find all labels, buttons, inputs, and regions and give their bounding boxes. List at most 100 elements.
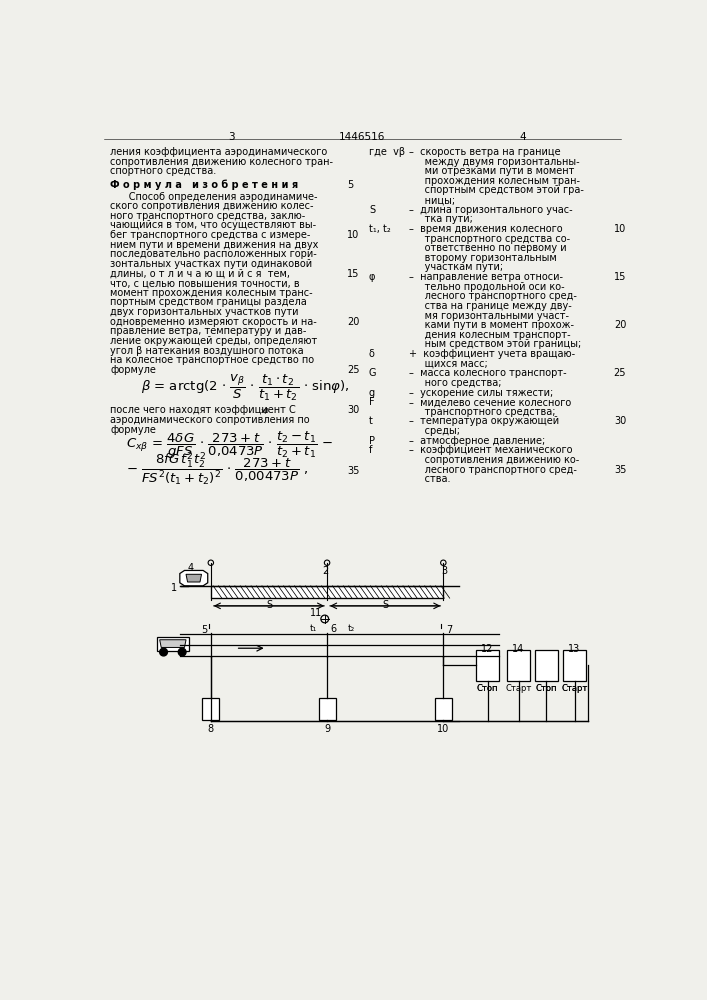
Text: S: S: [266, 600, 272, 610]
Bar: [202, 698, 219, 720]
Text: F: F: [369, 397, 375, 407]
Text: Стоп: Стоп: [477, 684, 498, 693]
Text: правление ветра, температуру и дав-: правление ветра, температуру и дав-: [110, 326, 306, 336]
Bar: [507, 650, 530, 681]
Text: 10: 10: [614, 224, 626, 234]
Text: 5: 5: [347, 180, 354, 190]
Text: тка пути;: тка пути;: [409, 214, 473, 224]
Text: ным средством этой границы;: ным средством этой границы;: [409, 339, 581, 349]
Text: лесного транспортного сред-: лесного транспортного сред-: [409, 465, 577, 475]
Text: 3: 3: [441, 566, 447, 576]
Text: 14: 14: [513, 644, 525, 654]
Text: портным средством границы раздела: портным средством границы раздела: [110, 297, 307, 307]
Text: S: S: [369, 205, 375, 215]
Text: транспортного средства;: транспортного средства;: [409, 407, 556, 417]
Text: что, с целью повышения точности, в: что, с целью повышения точности, в: [110, 278, 300, 288]
Text: –  масса колесного транспорт-: – масса колесного транспорт-: [409, 368, 567, 378]
Text: 15: 15: [614, 272, 626, 282]
Text: 35: 35: [614, 465, 626, 475]
Text: сопротивления движению ко-: сопротивления движению ко-: [409, 455, 580, 465]
Text: 35: 35: [347, 466, 360, 477]
Text: 9: 9: [324, 724, 330, 734]
Text: $C_{x\beta}$ = $\dfrac{4\delta G}{gFS}$ $\cdot$ $\dfrac{273+t}{0{,}0473P}$ $\cdo: $C_{x\beta}$ = $\dfrac{4\delta G}{gFS}$ …: [126, 429, 332, 461]
Text: –  атмосферное давление;: – атмосферное давление;: [409, 436, 546, 446]
Bar: [476, 650, 499, 681]
Text: –  скорость ветра на границе: – скорость ветра на границе: [409, 147, 561, 157]
Text: 1446516: 1446516: [339, 132, 385, 142]
Text: Ф о р м у л а   и з о б р е т е н и я: Ф о р м у л а и з о б р е т е н и я: [110, 180, 298, 190]
Text: 4: 4: [187, 563, 194, 573]
Text: зонтальных участках пути одинаковой: зонтальных участках пути одинаковой: [110, 259, 312, 269]
Text: 8: 8: [208, 724, 214, 734]
Text: ми отрезками пути в момент: ми отрезками пути в момент: [409, 166, 575, 176]
Text: –  длина горизонтального учас-: – длина горизонтального учас-: [409, 205, 573, 215]
Text: тельно продольной оси ко-: тельно продольной оси ко-: [409, 282, 565, 292]
Polygon shape: [156, 637, 189, 651]
Text: t: t: [369, 416, 373, 426]
Text: t₂: t₂: [347, 624, 354, 633]
Text: щихся масс;: щихся масс;: [409, 359, 488, 369]
Text: 30: 30: [614, 416, 626, 426]
Text: 11: 11: [310, 608, 322, 618]
Text: Старт: Старт: [506, 684, 532, 693]
Text: φ: φ: [369, 272, 375, 282]
Text: t₁: t₁: [310, 624, 317, 633]
Text: ства.: ства.: [409, 474, 451, 484]
Text: бег транспортного средства с измере-: бег транспортного средства с измере-: [110, 230, 310, 240]
Text: $-$ $\dfrac{8fG\,t_1^2 t_2^2}{FS^2(t_1+t_2)^2}$ $\cdot$ $\dfrac{273+t}{0{,}00473: $-$ $\dfrac{8fG\,t_1^2 t_2^2}{FS^2(t_1+t…: [126, 451, 308, 488]
Text: мя горизонтальными участ-: мя горизонтальными участ-: [409, 311, 569, 321]
Text: –  направление ветра относи-: – направление ветра относи-: [409, 272, 563, 282]
Text: P: P: [369, 436, 375, 446]
Text: –  коэффициент механического: – коэффициент механического: [409, 445, 573, 455]
Text: аэродинамического сопротивления по: аэродинамического сопротивления по: [110, 415, 310, 425]
Text: ответственно по первому и: ответственно по первому и: [409, 243, 567, 253]
Text: xβ: xβ: [260, 408, 269, 414]
Text: 1: 1: [170, 583, 177, 593]
Text: S: S: [382, 600, 388, 610]
Text: g: g: [369, 388, 375, 398]
Text: 10: 10: [347, 230, 359, 240]
Text: лесного транспортного сред-: лесного транспортного сред-: [409, 291, 577, 301]
Text: G: G: [369, 368, 376, 378]
Text: между двумя горизонтальны-: между двумя горизонтальны-: [409, 157, 580, 167]
Text: где  vβ: где vβ: [369, 147, 405, 157]
Text: двух горизонтальных участков пути: двух горизонтальных участков пути: [110, 307, 298, 317]
Text: –  ускорение силы тяжести;: – ускорение силы тяжести;: [409, 388, 554, 398]
Text: ления коэффициента аэродинамического: ления коэффициента аэродинамического: [110, 147, 327, 157]
Text: 2: 2: [322, 566, 329, 576]
Text: 25: 25: [614, 368, 626, 378]
Text: ление окружающей среды, определяют: ление окружающей среды, определяют: [110, 336, 317, 346]
Text: t₁, t₂: t₁, t₂: [369, 224, 391, 234]
Text: ного средства;: ного средства;: [409, 378, 502, 388]
Bar: [435, 698, 452, 720]
Text: Старт: Старт: [561, 684, 588, 693]
Text: спортного средства.: спортного средства.: [110, 166, 216, 176]
Text: f: f: [369, 445, 373, 455]
Text: момент прохождения колесным транс-: момент прохождения колесным транс-: [110, 288, 312, 298]
Text: ками пути в момент прохож-: ками пути в момент прохож-: [409, 320, 574, 330]
Text: 7: 7: [446, 625, 452, 635]
Bar: [319, 698, 336, 720]
Text: 30: 30: [347, 405, 359, 415]
Text: Стоп: Стоп: [536, 684, 557, 693]
Text: 13: 13: [568, 644, 580, 654]
Text: прохождения колесным тран-: прохождения колесным тран-: [409, 176, 580, 186]
Text: δ: δ: [369, 349, 375, 359]
Text: –  время движения колесного: – время движения колесного: [409, 224, 563, 234]
Text: 10: 10: [437, 724, 450, 734]
Circle shape: [178, 648, 186, 656]
Text: Способ определения аэродинамиче-: Способ определения аэродинамиче-: [110, 192, 317, 202]
Text: $\beta$ = arctg(2 $\cdot$ $\dfrac{v_\beta}{S}$ $\cdot$ $\dfrac{t_1 \cdot t_2}{t_: $\beta$ = arctg(2 $\cdot$ $\dfrac{v_\bet…: [141, 372, 349, 403]
Text: нием пути и времени движения на двух: нием пути и времени движения на двух: [110, 240, 318, 250]
Text: ницы;: ницы;: [409, 195, 455, 205]
Text: ского сопротивления движению колес-: ского сопротивления движению колес-: [110, 201, 314, 211]
Text: 4: 4: [519, 132, 526, 142]
Text: второму горизонтальным: второму горизонтальным: [409, 253, 557, 263]
Text: Стоп: Стоп: [536, 684, 557, 693]
Text: 3: 3: [228, 132, 235, 142]
Text: чающийся в том, что осуществляют вы-: чающийся в том, что осуществляют вы-: [110, 220, 316, 230]
Text: 5: 5: [201, 625, 207, 635]
Text: угол β натекания воздушного потока: угол β натекания воздушного потока: [110, 346, 304, 356]
Text: транспортного средства со-: транспортного средства со-: [409, 234, 571, 244]
Polygon shape: [180, 570, 208, 586]
